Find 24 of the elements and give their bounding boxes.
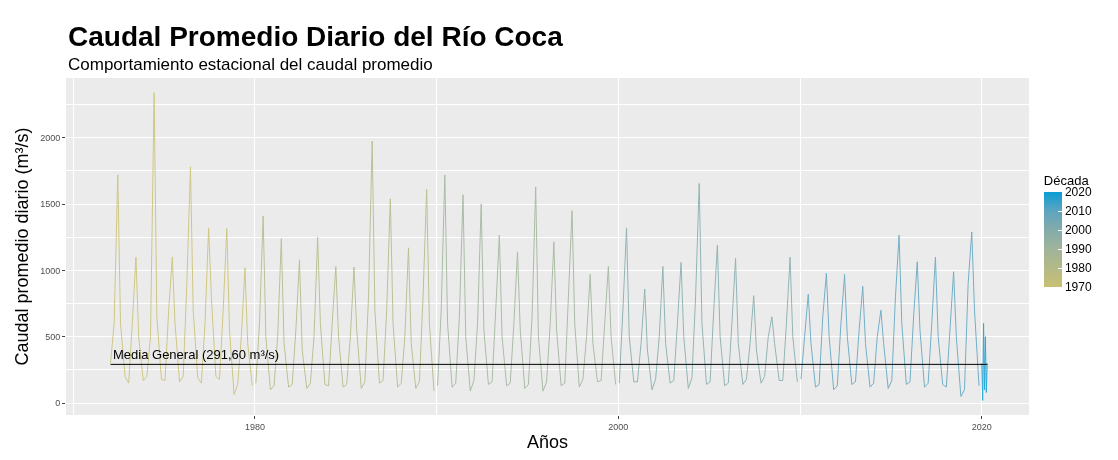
- ref-line-label: Media General (291,60 m³/s): [113, 347, 280, 362]
- color-bar-label: 1970: [1064, 280, 1092, 295]
- color-bar-label: 2000: [1064, 223, 1092, 238]
- line-series: [437, 174, 617, 392]
- chart-title: Caudal Promedio Diario del Río Coca: [68, 21, 564, 52]
- y-axis-title: Caudal promedio diario (m³/s): [12, 127, 33, 366]
- x-tick-label: 1980: [244, 421, 265, 432]
- y-tick-label: 500: [45, 331, 61, 342]
- color-bar-title: Década: [1043, 172, 1090, 188]
- line-series: [618, 182, 798, 391]
- y-tick-label: 1500: [40, 199, 61, 210]
- chart-subtitle: Comportamiento estacional del caudal promedio: [68, 55, 433, 74]
- y-tick-label: 0: [55, 398, 61, 409]
- color-bar-label: 1990: [1064, 242, 1092, 257]
- color-bar-label: 2020: [1064, 185, 1092, 200]
- y-tick-label: 1000: [40, 265, 61, 276]
- x-tick-label: 2000: [608, 421, 629, 432]
- x-tick-label: 2020: [971, 421, 992, 432]
- color-bar-label: 2010: [1064, 204, 1092, 219]
- line-series: [981, 322, 988, 401]
- x-axis-title: Años: [526, 431, 569, 452]
- y-tick-label: 2000: [40, 132, 61, 143]
- color-bar-label: 1980: [1064, 261, 1092, 276]
- line-series: [800, 231, 980, 397]
